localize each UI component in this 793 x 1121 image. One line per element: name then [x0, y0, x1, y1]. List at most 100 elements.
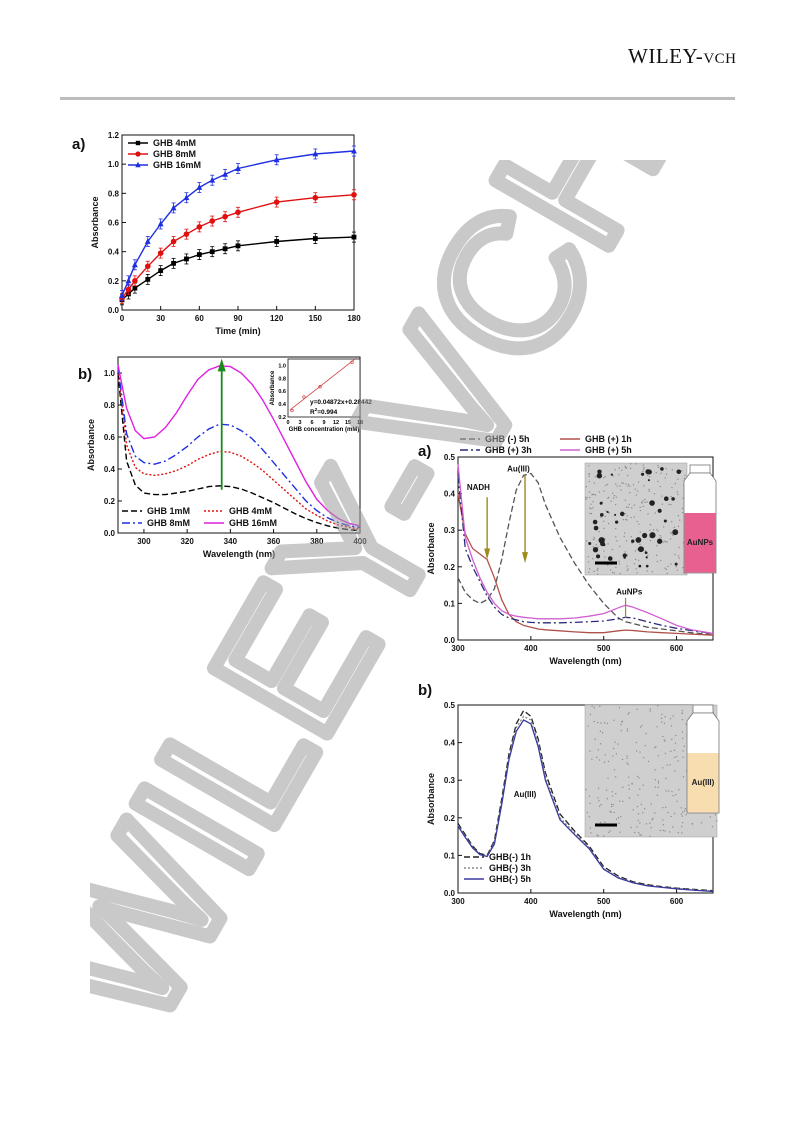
nanoparticle: [657, 538, 663, 544]
tem-noise: [622, 482, 624, 484]
nanoparticle: [615, 520, 619, 524]
tem-noise: [589, 496, 591, 499]
tem-noise: [641, 724, 643, 727]
tem-noise: [670, 495, 672, 498]
tem-noise: [586, 540, 588, 542]
data-point: [351, 234, 357, 240]
tem-noise: [649, 710, 651, 712]
tem-noise: [630, 536, 632, 538]
inset-x-tick-label: 3: [298, 420, 301, 426]
tem-noise: [588, 491, 591, 493]
tem-noise: [661, 721, 663, 723]
data-point: [131, 261, 138, 268]
inset-data-point: [302, 395, 306, 399]
tem-noise: [612, 475, 614, 477]
x-tick-label: 500: [597, 897, 611, 906]
tem-noise: [599, 730, 601, 732]
tem-noise: [670, 725, 673, 727]
tem-noise: [655, 472, 657, 474]
tem-noise: [671, 469, 673, 471]
tem-noise: [636, 520, 638, 523]
tem-noise: [639, 788, 641, 790]
tem-noise: [615, 776, 617, 778]
tem-noise: [593, 720, 595, 723]
tem-noise: [645, 733, 647, 735]
tem-noise: [628, 797, 631, 799]
tem-noise: [677, 832, 679, 834]
x-tick-label: 300: [451, 897, 465, 906]
y-tick-label: 0.0: [108, 306, 120, 315]
nanoparticle: [592, 519, 598, 525]
tem-noise: [682, 776, 685, 778]
x-tick-label: 300: [137, 537, 151, 546]
nanoparticle: [646, 469, 652, 475]
tem-noise: [627, 763, 629, 766]
tem-noise: [640, 834, 642, 836]
nanoparticle: [592, 547, 599, 553]
nanoparticle: [649, 532, 656, 539]
data-point: [196, 184, 203, 190]
legend-label: GHB 4mM: [229, 506, 272, 516]
tem-noise: [675, 794, 677, 796]
tem-noise: [641, 501, 643, 503]
tem-noise: [616, 485, 618, 487]
x-tick-label: 500: [597, 644, 611, 653]
tem-noise: [673, 812, 676, 815]
tem-noise: [613, 572, 615, 574]
tem-noise: [613, 494, 616, 497]
tem-noise: [638, 777, 640, 779]
x-tick-label: 400: [524, 897, 538, 906]
tem-noise: [618, 563, 621, 565]
tem-noise: [591, 494, 593, 496]
tem-noise: [628, 776, 630, 778]
data-point: [312, 194, 319, 201]
tem-noise: [648, 476, 651, 478]
nanoparticle: [603, 543, 606, 547]
tem-noise: [664, 567, 666, 569]
tem-noise: [601, 501, 604, 503]
tem-noise: [611, 791, 613, 793]
tem-noise: [682, 811, 684, 813]
tem-noise: [633, 504, 635, 506]
vial-label: AuNPs: [687, 538, 714, 547]
tem-noise: [657, 530, 659, 532]
tem-noise: [630, 467, 632, 470]
tem-noise: [649, 708, 651, 710]
tem-noise: [669, 538, 672, 540]
y-tick-label: 0.2: [444, 814, 456, 823]
vial-cap: [692, 704, 714, 714]
tem-noise: [595, 543, 597, 546]
r2-symbol: R: [310, 409, 315, 416]
tem-noise: [681, 719, 683, 721]
tem-noise: [682, 737, 684, 739]
tem-noise: [604, 515, 606, 518]
legend-label: GHB 16mM: [229, 518, 277, 528]
tem-noise: [635, 750, 638, 752]
vial-cap: [689, 464, 711, 474]
tem-noise: [636, 548, 639, 550]
y-tick-label: 0.6: [108, 219, 120, 228]
tem-noise: [674, 483, 677, 485]
tem-noise: [609, 569, 612, 571]
tem-noise: [608, 831, 610, 833]
tem-noise: [589, 507, 591, 509]
x-tick-label: 320: [180, 537, 194, 546]
tem-noise: [639, 543, 641, 545]
tem-noise: [655, 746, 657, 748]
x-tick-label: 400: [353, 537, 367, 546]
tem-noise: [586, 811, 588, 814]
tem-noise: [670, 503, 672, 506]
tem-noise: [683, 477, 685, 480]
tem-noise: [682, 822, 684, 824]
tem-noise: [627, 568, 629, 570]
tem-noise: [617, 817, 620, 819]
y-tick-label: 0.3: [444, 776, 456, 785]
tem-noise: [615, 753, 617, 755]
tem-noise: [639, 751, 641, 753]
legend-label: GHB(-) 5h: [489, 874, 531, 884]
tem-noise: [611, 560, 613, 562]
tem-noise: [589, 750, 591, 752]
nanoparticle: [676, 469, 682, 475]
series-line: [457, 472, 714, 636]
inset-x-tick-label: 9: [322, 420, 325, 426]
